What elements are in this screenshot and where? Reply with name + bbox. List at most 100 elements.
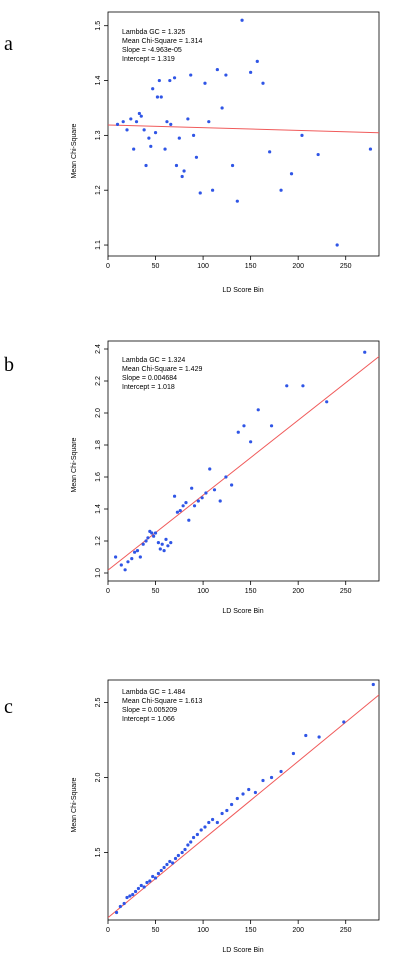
x-tick-label: 250 [340,927,352,934]
panel-letter: c [4,696,13,718]
data-point [242,424,246,428]
panel-letter: a [4,33,13,55]
stat-line: Mean Chi-Square = 1.613 [122,698,202,705]
data-point [168,78,172,83]
data-point [162,865,166,870]
data-point [151,87,155,91]
data-point [153,531,158,535]
data-point [153,131,158,135]
y-axis-title: Mean Chi-Square [71,437,78,492]
data-point [335,243,339,247]
data-point [190,486,194,490]
data-point [195,832,199,837]
data-point [135,549,140,553]
x-tick-label: 100 [197,927,209,934]
data-point [363,350,367,354]
data-point [145,880,149,885]
data-point [235,796,239,801]
data-point [129,117,133,121]
data-point [304,733,308,738]
data-point [148,879,152,883]
y-tick-label: 1.5 [95,21,102,31]
data-point [198,191,202,195]
data-point [162,549,166,553]
data-point [203,81,207,85]
y-tick-label: 2.2 [95,376,102,386]
data-point [133,550,137,554]
data-point [189,840,193,844]
data-point [249,440,253,444]
data-point [163,147,167,151]
data-point [156,541,160,545]
x-tick-label: 50 [152,588,160,595]
data-point [159,95,163,99]
data-point [261,778,265,783]
x-tick-label: 50 [152,927,160,934]
data-point [174,163,179,168]
data-point [181,504,185,508]
data-point [168,859,172,864]
x-tick-label: 0 [106,927,110,934]
data-point [215,67,219,72]
x-tick-label: 100 [197,588,209,595]
data-point [207,120,211,124]
y-tick-label: 1.1 [95,240,102,250]
y-tick-label: 1.3 [95,130,102,140]
x-axis-title: LD Score Bin [222,947,263,954]
x-tick-label: 150 [245,588,257,595]
data-point [160,542,164,546]
data-point [137,111,141,116]
data-point [180,850,184,855]
stat-line: Lambda GC = 1.484 [122,689,185,696]
data-point [165,862,169,867]
stat-line: Slope = 0.004684 [122,375,177,382]
data-point [178,509,182,513]
data-point [371,682,375,687]
y-axis-title: Mean Chi-Square [71,123,78,178]
data-point [156,871,160,876]
data-point [235,199,239,203]
data-point [203,825,207,829]
data-point [186,843,190,847]
data-point [125,895,129,900]
x-tick-label: 0 [106,263,110,270]
data-point [159,868,163,873]
x-tick-label: 200 [292,263,304,270]
data-point [187,518,191,522]
data-point [285,384,289,388]
data-point [301,384,305,388]
x-axis-title: LD Score Bin [222,608,263,615]
data-point [173,856,178,861]
x-tick-label: 200 [292,588,304,595]
y-tick-label: 1.0 [95,568,102,578]
data-point [172,76,177,80]
y-tick-label: 1.6 [95,472,102,482]
data-point [256,408,260,412]
data-point [122,901,126,906]
stat-line: Slope = 0.005209 [122,707,177,714]
data-point [230,483,234,487]
data-point [155,95,160,99]
data-point [199,828,203,832]
data-point [368,147,373,151]
stat-line: Intercept = 1.018 [122,384,175,391]
data-point [114,910,119,915]
data-point [166,544,170,548]
data-point [230,163,235,168]
data-point [121,120,125,124]
data-point [207,820,211,825]
plot-frame [107,11,380,257]
data-point [194,155,199,159]
stat-line: Mean Chi-Square = 1.314 [122,38,202,45]
y-tick-label: 1.2 [95,185,102,195]
data-point [224,73,228,77]
data-point [261,81,265,85]
data-point [184,501,188,505]
data-point [189,73,193,77]
data-point [342,720,346,724]
data-point [164,537,168,542]
data-point [153,876,158,880]
data-point [149,144,153,148]
data-point [132,147,136,151]
data-point [119,563,123,567]
